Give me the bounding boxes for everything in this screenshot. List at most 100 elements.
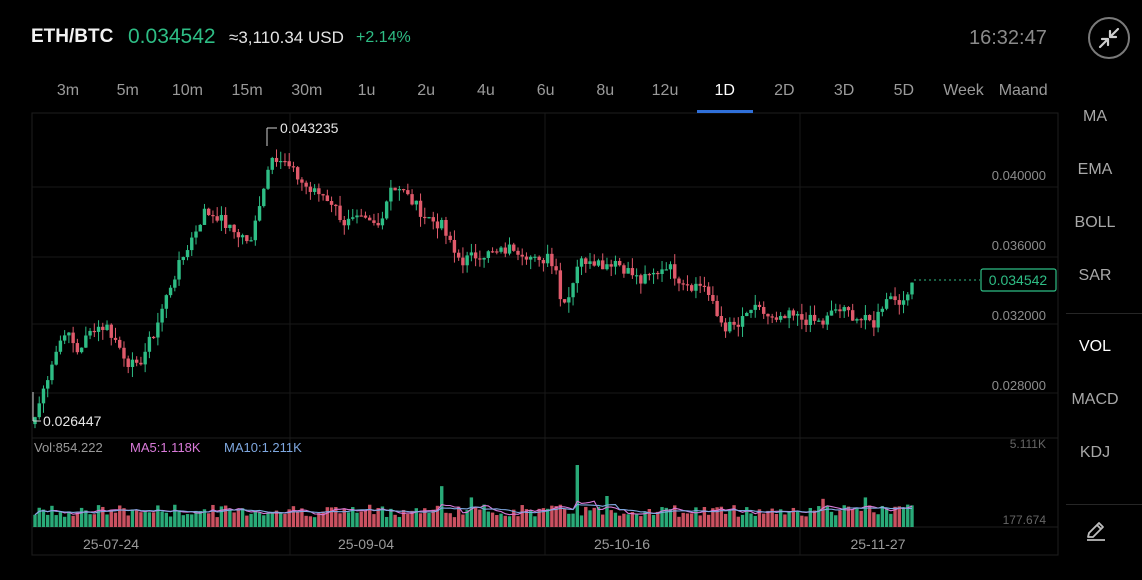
candle-body bbox=[410, 194, 414, 205]
candle-body bbox=[821, 320, 825, 325]
candle-body bbox=[702, 285, 707, 287]
volume-bar bbox=[800, 515, 804, 527]
candle-body bbox=[101, 326, 105, 330]
volume-bar bbox=[147, 512, 152, 527]
volume-bar bbox=[215, 517, 219, 527]
volume-bar bbox=[812, 510, 817, 527]
candle-body bbox=[872, 320, 876, 328]
candle-body bbox=[143, 351, 147, 365]
candle-body bbox=[228, 224, 232, 228]
candle-body bbox=[740, 316, 745, 327]
candle-body bbox=[423, 216, 427, 219]
volume-bar bbox=[300, 508, 304, 527]
indicator-boll[interactable]: BOLL bbox=[1074, 214, 1116, 231]
indicator-ma[interactable]: MA bbox=[1083, 108, 1107, 125]
tab-3m[interactable]: 3m bbox=[56, 82, 80, 99]
candle-body bbox=[601, 260, 605, 270]
tab-12u[interactable]: 12u bbox=[651, 82, 679, 99]
price-axis-tick: 0.028000 bbox=[992, 378, 1046, 393]
volume-ma10-label: MA10:1.211K bbox=[224, 440, 302, 455]
candle-body bbox=[901, 300, 906, 305]
volume-ma10-line bbox=[34, 503, 913, 516]
tab-2u[interactable]: 2u bbox=[417, 82, 436, 99]
volume-bar bbox=[232, 512, 236, 527]
indicator-vol[interactable]: VOL bbox=[1078, 338, 1111, 355]
volume-bar bbox=[54, 515, 58, 527]
candle-body bbox=[181, 257, 185, 261]
candle-body bbox=[384, 201, 389, 219]
tab-8u[interactable]: 8u bbox=[596, 82, 615, 99]
indicator-ema[interactable]: EMA bbox=[1077, 161, 1113, 178]
candle-body bbox=[431, 217, 435, 222]
candle-body bbox=[465, 255, 469, 266]
tab-15m[interactable]: 15m bbox=[231, 82, 263, 99]
candle-body bbox=[198, 224, 202, 232]
volume-bar bbox=[495, 515, 499, 527]
volume-bar bbox=[562, 509, 567, 527]
candle-body bbox=[194, 231, 198, 238]
indicator-sar[interactable]: SAR bbox=[1078, 267, 1112, 284]
indicator-macd[interactable]: MACD bbox=[1071, 391, 1119, 408]
volume-bar bbox=[41, 509, 46, 527]
draw-tool-button[interactable] bbox=[1084, 518, 1108, 542]
volume-bar bbox=[67, 511, 71, 527]
candle-body bbox=[728, 321, 732, 332]
candle-body bbox=[617, 260, 622, 266]
tab-maand[interactable]: Maand bbox=[998, 82, 1048, 99]
volume-bar bbox=[673, 505, 677, 527]
indicator-divider bbox=[1066, 313, 1142, 314]
candle-body bbox=[647, 274, 652, 276]
price-axis-tick: 0.040000 bbox=[992, 168, 1046, 183]
collapse-button[interactable] bbox=[1088, 17, 1130, 59]
volume-bar bbox=[376, 507, 380, 527]
candle-body bbox=[643, 274, 647, 284]
tab-30m[interactable]: 30m bbox=[291, 82, 323, 99]
candle-body bbox=[473, 252, 478, 259]
volume-bar bbox=[787, 511, 791, 527]
candle-body bbox=[279, 160, 283, 163]
volume-bar bbox=[308, 516, 313, 527]
tab-1d[interactable]: 1D bbox=[714, 82, 735, 99]
volume-bar bbox=[664, 507, 668, 527]
candle-body bbox=[41, 388, 46, 404]
candle-body bbox=[156, 322, 160, 338]
volume-bar bbox=[757, 509, 762, 527]
tab-week[interactable]: Week bbox=[943, 82, 984, 99]
volume-bar bbox=[435, 505, 440, 527]
tab-1u[interactable]: 1u bbox=[357, 82, 376, 99]
price-change: +2.14% bbox=[356, 29, 411, 46]
candle-body bbox=[266, 169, 270, 189]
tab-2d[interactable]: 2D bbox=[774, 82, 795, 99]
candle-body bbox=[164, 295, 169, 309]
volume-bar bbox=[656, 511, 660, 527]
volume-bar bbox=[778, 509, 783, 527]
candle-body bbox=[520, 254, 524, 257]
indicator-kdj[interactable]: KDJ bbox=[1079, 444, 1111, 461]
candle-body bbox=[211, 215, 215, 217]
volume-bar bbox=[503, 515, 507, 527]
volume-bar bbox=[287, 509, 291, 527]
x-axis-tick: 25-09-04 bbox=[338, 536, 394, 552]
volume-bar bbox=[101, 506, 105, 527]
volume-bar bbox=[427, 513, 431, 527]
volume-bar bbox=[406, 513, 410, 527]
volume-bar bbox=[393, 514, 397, 527]
volume-bar bbox=[113, 512, 118, 527]
volume-bar bbox=[740, 514, 745, 527]
volume-bar bbox=[423, 508, 427, 527]
volume-bar bbox=[804, 516, 808, 527]
candle-body bbox=[800, 314, 804, 320]
tab-6u[interactable]: 6u bbox=[536, 82, 555, 99]
volume-bar bbox=[465, 510, 469, 527]
tab-3d[interactable]: 3D bbox=[833, 82, 855, 99]
tab-4u[interactable]: 4u bbox=[476, 82, 495, 99]
tab-10m[interactable]: 10m bbox=[171, 82, 203, 99]
tab-5m[interactable]: 5m bbox=[116, 82, 139, 99]
volume-bar bbox=[626, 514, 630, 527]
volume-bar bbox=[762, 513, 766, 527]
candle-body bbox=[223, 214, 228, 228]
volume-bar bbox=[461, 514, 465, 527]
tab-5d[interactable]: 5D bbox=[893, 82, 915, 99]
pair-title[interactable]: ETH/BTC bbox=[31, 26, 114, 47]
